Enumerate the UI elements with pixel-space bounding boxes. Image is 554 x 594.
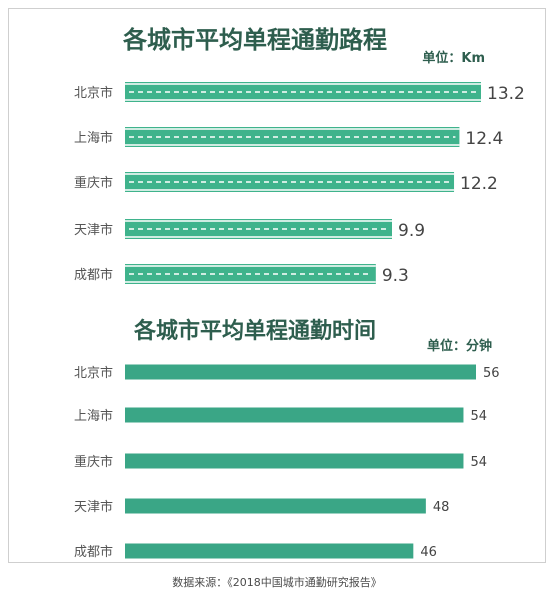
time-category-label: 北京市 — [74, 365, 113, 381]
distance-category-label: 成都市 — [74, 267, 113, 283]
source-note: 数据来源：《2018中国城市通勤研究报告》 — [172, 576, 382, 589]
distance-category-label: 天津市 — [74, 222, 113, 238]
distance-bar — [125, 172, 455, 192]
distance-value-label: 12.2 — [460, 174, 498, 194]
distance-value-label: 12.4 — [465, 129, 503, 149]
time-value-label: 48 — [433, 500, 450, 515]
time-chart: 各城市平均单程通勤时间 单位：分钟 北京市 56 上海市 54 重庆市 54 天津市 48 成都… — [74, 318, 500, 560]
time-bar — [125, 407, 464, 423]
time-category-label: 重庆市 — [74, 454, 113, 470]
distance-bars: 北京市 13.2 上海市 12.4 重庆市 12.2 天津市 9.9 成都市 9.3 — [74, 82, 525, 286]
distance-value-label: 9.9 — [398, 221, 425, 241]
distance-category-label: 北京市 — [74, 85, 113, 101]
time-bar — [125, 364, 476, 380]
time-category-label: 天津市 — [74, 499, 113, 515]
distance-value-label: 9.3 — [382, 266, 409, 286]
time-category-label: 上海市 — [74, 408, 113, 424]
time-value-label: 54 — [470, 409, 487, 424]
time-category-label: 成都市 — [74, 544, 113, 560]
distance-category-label: 上海市 — [74, 130, 113, 146]
commute-charts: 各城市平均单程通勤路程 单位：Km 北京市 13.2 上海市 12.4 重庆市 12.2 天… — [74, 26, 525, 560]
time-bar — [125, 498, 426, 514]
time-value-label: 54 — [470, 455, 487, 470]
time-chart-title: 各城市平均单程通勤时间 — [133, 318, 376, 344]
time-bars: 北京市 56 上海市 54 重庆市 54 天津市 48 成都市 46 — [74, 364, 500, 560]
time-bar — [125, 543, 414, 559]
time-unit-label: 单位：分钟 — [427, 338, 492, 354]
time-value-label: 46 — [420, 545, 437, 560]
distance-chart: 各城市平均单程通勤路程 单位：Km 北京市 13.2 上海市 12.4 重庆市 12.2 天… — [74, 26, 525, 286]
time-value-label: 56 — [483, 366, 500, 381]
distance-value-label: 13.2 — [487, 84, 525, 104]
distance-chart-title: 各城市平均单程通勤路程 — [122, 26, 387, 54]
time-bar — [125, 453, 464, 469]
distance-unit-label: 单位：Km — [422, 50, 485, 66]
distance-category-label: 重庆市 — [74, 175, 113, 191]
